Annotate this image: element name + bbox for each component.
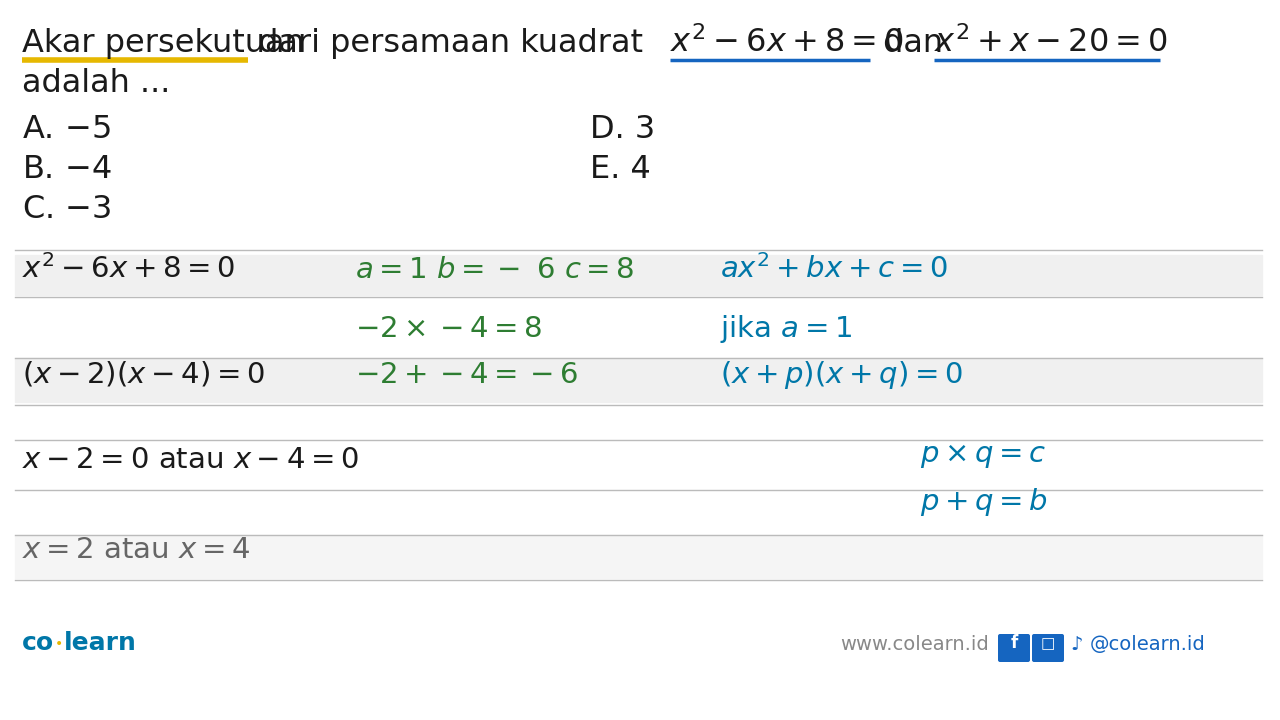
Text: $a = 1\ b = -\ 6\ c = 8$: $a = 1\ b = -\ 6\ c = 8$ <box>355 256 635 284</box>
Bar <box>15 358 1262 402</box>
Text: Akar persekutuan: Akar persekutuan <box>22 28 305 59</box>
Text: ♪: ♪ <box>1070 635 1083 654</box>
Text: f: f <box>1010 634 1018 652</box>
Text: $-2 \times -4 = 8$: $-2 \times -4 = 8$ <box>355 315 543 343</box>
Text: $p + q = b$: $p + q = b$ <box>920 486 1047 518</box>
Text: E. 4: E. 4 <box>590 154 650 185</box>
Text: D. 3: D. 3 <box>590 114 655 145</box>
FancyBboxPatch shape <box>1032 634 1064 662</box>
Text: @colearn.id: @colearn.id <box>1091 635 1206 654</box>
Text: $x = 2\ \mathrm{atau}\ x = 4$: $x = 2\ \mathrm{atau}\ x = 4$ <box>22 536 251 564</box>
Text: $(x + p)(x + q) = 0$: $(x + p)(x + q) = 0$ <box>719 359 963 391</box>
Text: $-2 + -4 = -6$: $-2 + -4 = -6$ <box>355 361 579 389</box>
Text: $x^2 + x - 20 = 0$: $x^2 + x - 20 = 0$ <box>934 27 1169 59</box>
Text: B. $-4$: B. $-4$ <box>22 154 111 185</box>
Text: co: co <box>22 631 54 655</box>
Bar <box>15 535 1262 578</box>
Text: $\mathrm{jika}\ a = 1$: $\mathrm{jika}\ a = 1$ <box>719 313 852 345</box>
Text: dan: dan <box>873 28 954 59</box>
Text: A. $-5$: A. $-5$ <box>22 114 110 145</box>
Text: •: • <box>55 637 63 651</box>
Bar <box>15 255 1262 295</box>
Text: $x - 2 = 0\ \mathrm{atau}\ x - 4 = 0$: $x - 2 = 0\ \mathrm{atau}\ x - 4 = 0$ <box>22 446 358 474</box>
Text: $x^2 - 6x + 8 = 0$: $x^2 - 6x + 8 = 0$ <box>22 254 236 284</box>
Text: dari persamaan kuadrat: dari persamaan kuadrat <box>248 28 643 59</box>
Text: learn: learn <box>64 631 137 655</box>
Text: □: □ <box>1041 636 1055 651</box>
Text: C. $-3$: C. $-3$ <box>22 194 111 225</box>
Text: $(x - 2)(x - 4) = 0$: $(x - 2)(x - 4) = 0$ <box>22 360 265 389</box>
Text: $x^2 - 6x + 8 = 0$: $x^2 - 6x + 8 = 0$ <box>669 27 904 59</box>
Text: $ax^2 + bx + c = 0$: $ax^2 + bx + c = 0$ <box>719 254 947 284</box>
Text: adalah ...: adalah ... <box>22 68 170 99</box>
Text: www.colearn.id: www.colearn.id <box>840 635 988 654</box>
FancyBboxPatch shape <box>998 634 1030 662</box>
Text: $p \times q = c$: $p \times q = c$ <box>920 442 1046 470</box>
